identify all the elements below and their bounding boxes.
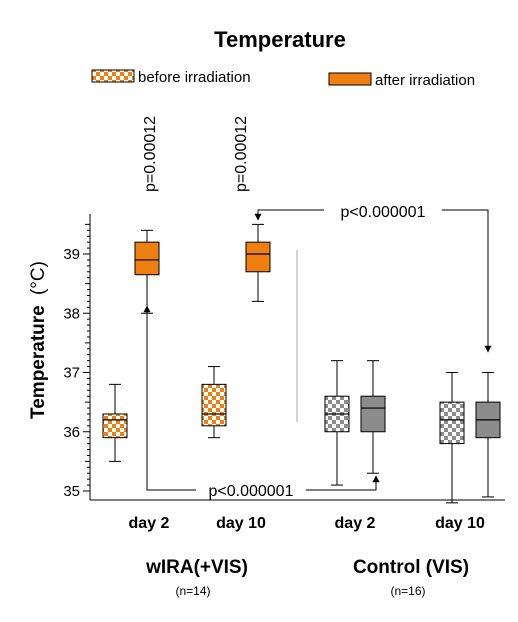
legend-label-before: before irradiation	[138, 69, 251, 86]
legend-label-after: after irradiation	[375, 72, 475, 89]
box-control-day2-before	[324, 360, 350, 486]
box-wira-day2-before	[102, 383, 128, 462]
bracket-top-line-right	[442, 209, 492, 353]
y-axis-label: Temperature	[28, 305, 49, 419]
y-tick-label: 36	[63, 424, 80, 441]
box-wira-day10-after	[245, 223, 271, 302]
bracket-top: p<0.000001	[254, 204, 492, 353]
y-ticks: 35 36 37 38 39	[63, 223, 90, 500]
pvalue-wira-day10: p=0.00012	[233, 116, 250, 192]
y-axis: 35 36 37 38 39 Temperature (°C)	[28, 214, 91, 500]
group-label-control: Control (VIS)	[353, 557, 469, 578]
bracket-bottom-line	[143, 305, 196, 491]
box-iqr	[201, 383, 227, 427]
pvalue-top: p<0.000001	[341, 204, 426, 221]
y-tick-label: 35	[63, 483, 80, 500]
bracket-bottom: p<0.000001	[143, 305, 380, 500]
group-n-control: (n=16)	[390, 584, 425, 598]
box-iqr	[102, 413, 128, 439]
y-axis-unit: (°C)	[28, 261, 49, 295]
group-label-wira: wIRA(+VIS)	[145, 557, 248, 578]
pvalue-wira-day2: p=0.00012	[142, 116, 159, 192]
group-n-wira: (n=14)	[175, 584, 210, 598]
category-label-control-day10: day 10	[435, 515, 485, 532]
legend: before irradiation after irradiation	[91, 69, 475, 89]
y-tick-label: 37	[63, 365, 80, 382]
pvalue-bottom: p<0.000001	[209, 483, 294, 500]
box-control-day10-before	[439, 372, 465, 504]
box-iqr	[360, 395, 386, 433]
box-control-day2-after	[360, 360, 386, 474]
boxplots	[102, 223, 501, 504]
box-iqr	[439, 401, 465, 445]
legend-swatch-before	[91, 69, 135, 83]
bracket-top-line-left	[254, 209, 324, 221]
y-tick-label: 39	[63, 246, 80, 263]
category-label-wira-day10: day 10	[216, 515, 266, 532]
box-iqr	[134, 241, 160, 276]
y-tick-label: 38	[63, 305, 80, 322]
category-label-control-day2: day 2	[335, 515, 376, 532]
box-wira-day10-before	[201, 366, 227, 439]
category-label-wira-day2: day 2	[129, 515, 170, 532]
box-control-day10-after	[475, 372, 501, 498]
chart-title: Temperature	[214, 27, 346, 52]
legend-swatch-after	[328, 72, 372, 86]
y-axis-title: Temperature (°C)	[28, 261, 49, 419]
bracket-bottom-line-right	[306, 475, 380, 491]
box-wira-day2-after	[134, 229, 160, 314]
box-iqr	[245, 241, 271, 273]
